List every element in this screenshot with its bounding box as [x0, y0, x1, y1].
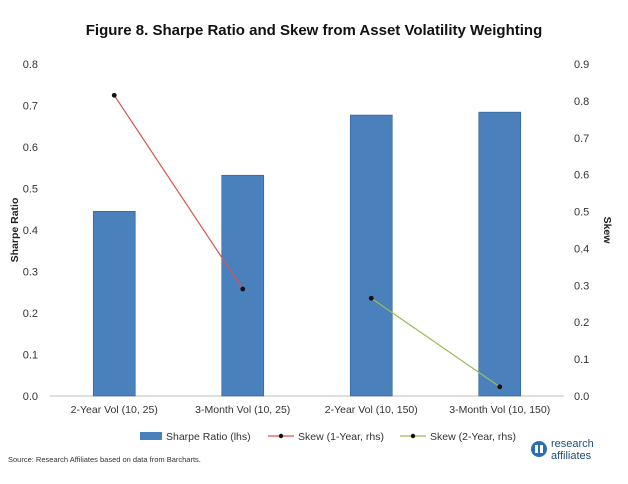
legend-label: Skew (1-Year, rhs) — [298, 431, 384, 443]
y-tick-label-right: 0.3 — [574, 280, 589, 292]
y-axis-title-right: Skew — [601, 217, 613, 245]
legend-swatch-bar — [140, 432, 162, 440]
y-tick-label-left: 0.7 — [23, 101, 38, 113]
y-tick-label-left: 0.0 — [23, 391, 38, 403]
y-tick-label-right: 0.4 — [574, 243, 589, 255]
bar — [478, 111, 522, 397]
x-tick-label: 3-Month Vol (10, 150) — [449, 404, 550, 416]
y-tick-label-right: 0.5 — [574, 207, 589, 219]
y-tick-label-right: 0.0 — [574, 391, 589, 403]
chart-title: Figure 8. Sharpe Ratio and Skew from Ass… — [85, 22, 543, 39]
logo-mark-icon — [531, 441, 547, 457]
y-tick-label-right: 0.6 — [574, 170, 589, 182]
series-point-2 — [497, 384, 503, 390]
y-tick-label-right: 0.9 — [574, 59, 589, 71]
legend-swatch-point-1 — [278, 433, 284, 439]
y-tick-label-left: 0.2 — [23, 308, 38, 320]
y-tick-label-left: 0.8 — [23, 59, 38, 71]
x-tick-label: 2-Year Vol (10, 150) — [325, 404, 418, 416]
y-tick-label-left: 0.1 — [23, 350, 38, 362]
research-affiliates-logo: research affiliates — [531, 436, 621, 468]
series-point-1 — [111, 92, 117, 98]
y-tick-label-left: 0.4 — [23, 225, 38, 237]
y-tick-label-right: 0.7 — [574, 133, 589, 145]
logo-text-line2: affiliates — [551, 450, 592, 462]
y-tick-label-right: 0.2 — [574, 317, 589, 329]
y-tick-label-left: 0.5 — [23, 184, 38, 196]
y-tick-label-right: 0.1 — [574, 354, 589, 366]
x-tick-label: 3-Month Vol (10, 25) — [195, 404, 290, 416]
series-point-2 — [368, 295, 374, 301]
bar — [92, 211, 136, 397]
series-point-1 — [240, 286, 246, 292]
series-line-1 — [113, 95, 244, 290]
y-axis-title-left: Sharpe Ratio — [9, 198, 21, 263]
y-tick-label-left: 0.3 — [23, 267, 38, 279]
legend-swatch-point-2 — [410, 433, 416, 439]
y-tick-label-left: 0.6 — [23, 142, 38, 154]
logo-text-line1: research — [551, 438, 594, 450]
legend-label: Skew (2-Year, rhs) — [430, 431, 516, 443]
x-tick-label: 2-Year Vol (10, 25) — [71, 404, 158, 416]
y-tick-label-right: 0.8 — [574, 96, 589, 108]
series-line-2 — [370, 297, 501, 388]
source-note: Source: Research Affiliates based on dat… — [8, 455, 201, 464]
bar — [349, 114, 393, 397]
bar — [221, 174, 265, 397]
legend-label: Sharpe Ratio (lhs) — [166, 431, 251, 443]
